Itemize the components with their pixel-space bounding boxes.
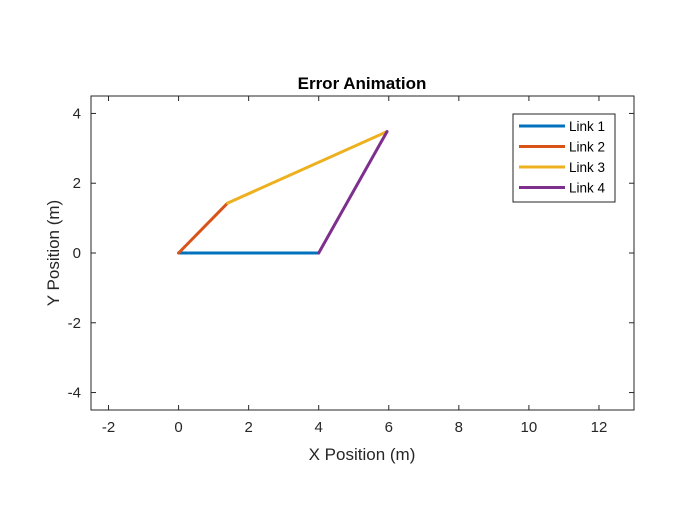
series-line-link-3 bbox=[226, 130, 389, 205]
x-tick-label: 4 bbox=[315, 419, 323, 436]
legend-label-link-1: Link 1 bbox=[569, 119, 605, 134]
x-tick-label: 6 bbox=[385, 419, 393, 436]
legend: Link 1 Link 2 Link 3 Link 4 bbox=[512, 113, 616, 203]
y-tick-label: 4 bbox=[73, 105, 81, 122]
x-tick-label: 0 bbox=[174, 419, 182, 436]
y-tick-label: 2 bbox=[73, 175, 81, 192]
y-tick-label: -2 bbox=[68, 315, 81, 332]
x-tick-label: 8 bbox=[455, 419, 463, 436]
y-tick-label: -4 bbox=[68, 385, 81, 402]
x-tick-label: 2 bbox=[244, 419, 252, 436]
x-axis-label: X Position (m) bbox=[309, 445, 416, 464]
legend-label-link-4: Link 4 bbox=[569, 181, 606, 196]
y-tick-label: 0 bbox=[73, 245, 81, 262]
series-line-link-2 bbox=[177, 201, 230, 255]
series-line-link-4 bbox=[317, 130, 389, 255]
x-tick-label: 12 bbox=[591, 419, 608, 436]
legend-label-link-2: Link 2 bbox=[569, 140, 605, 155]
y-axis-label: Y Position (m) bbox=[44, 200, 63, 306]
chart-title: Error Animation bbox=[298, 74, 427, 93]
x-tick-label: -2 bbox=[102, 419, 115, 436]
legend-label-link-3: Link 3 bbox=[569, 160, 605, 175]
x-tick-label: 10 bbox=[521, 419, 538, 436]
